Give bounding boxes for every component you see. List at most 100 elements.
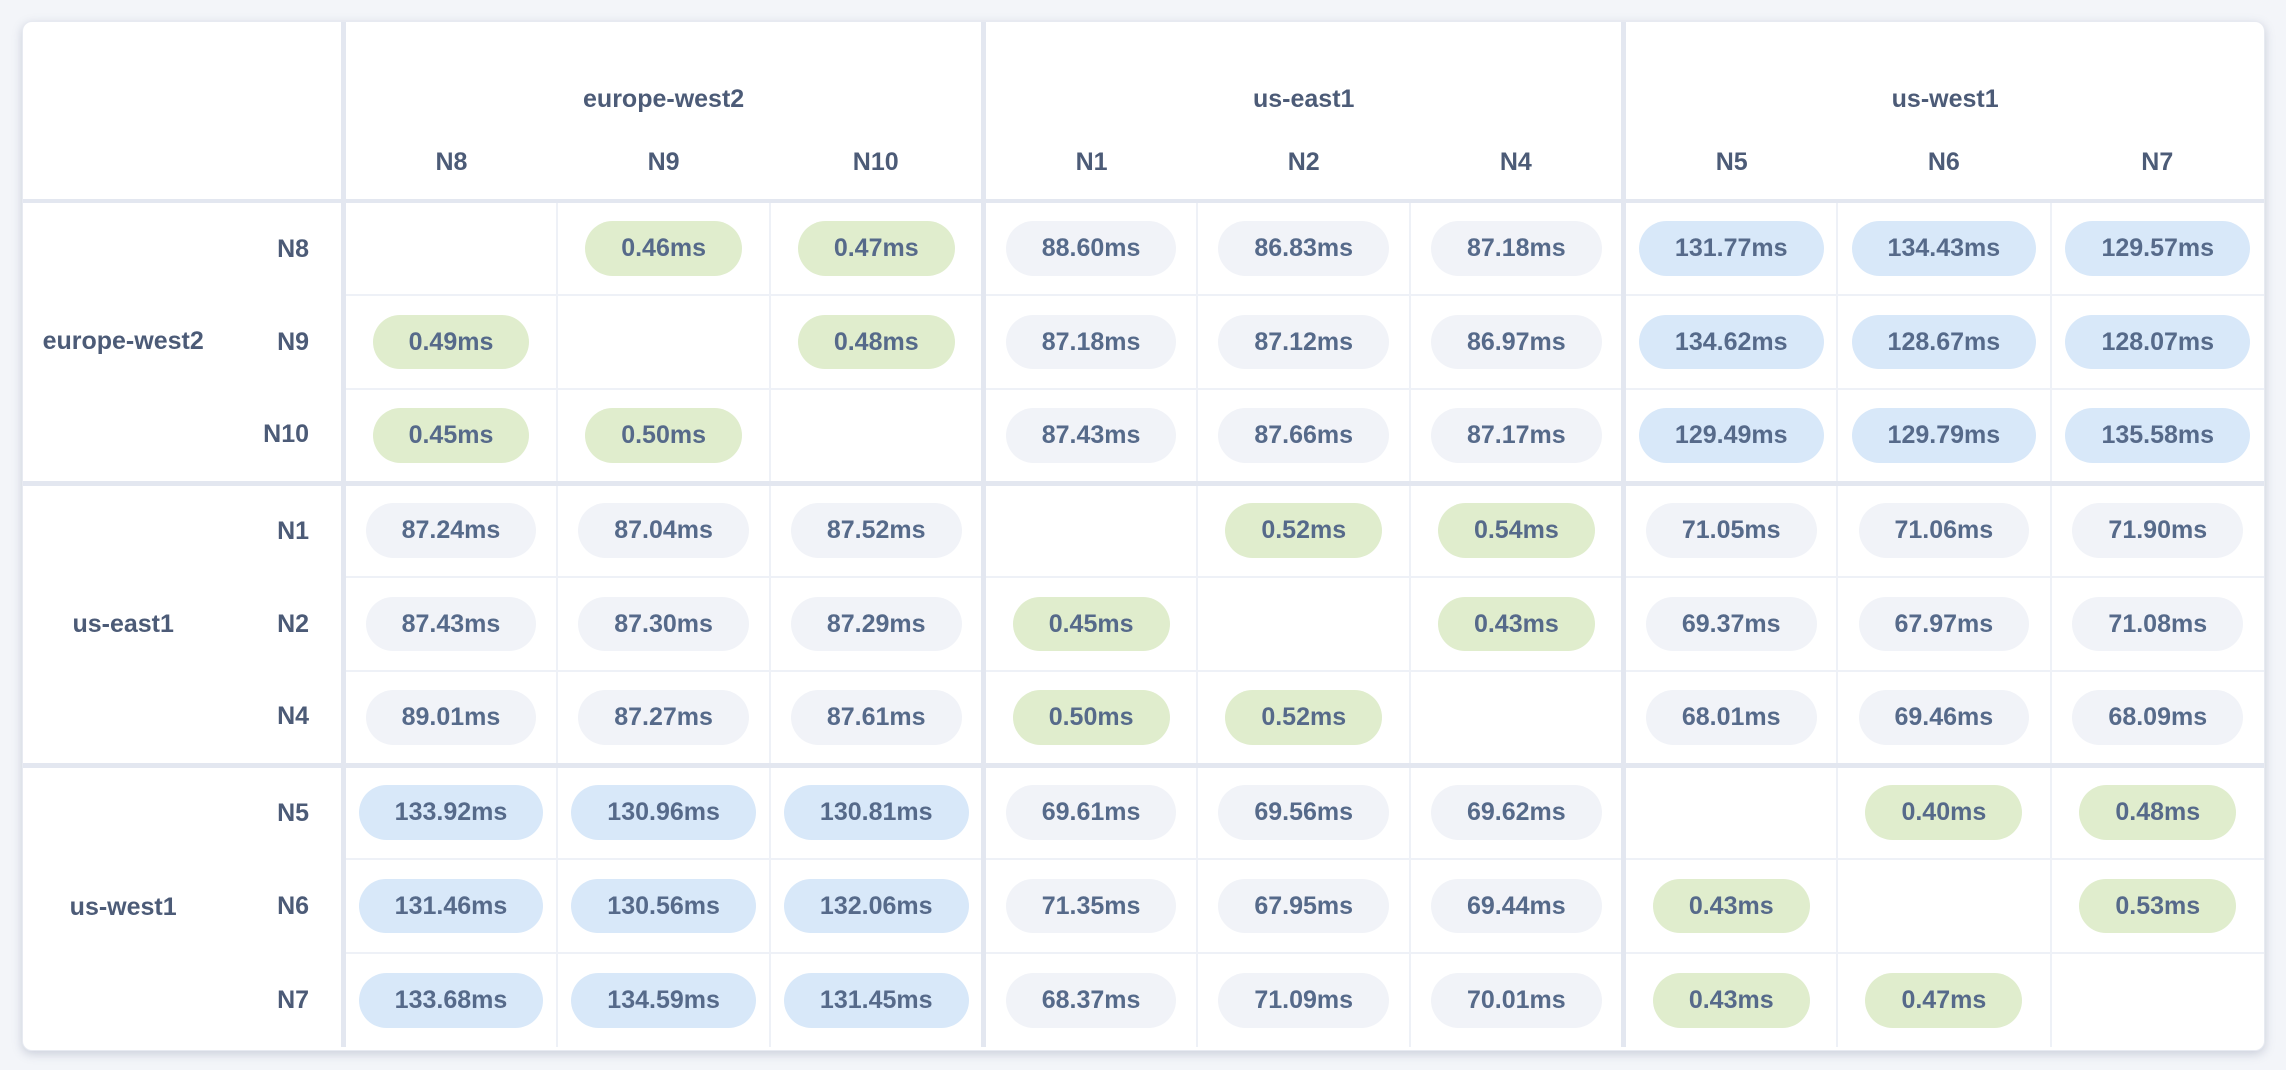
- latency-cell: 87.30ms: [555, 576, 772, 672]
- latency-pill: 71.05ms: [1645, 503, 1817, 559]
- latency-pill: 0.50ms: [1012, 689, 1170, 745]
- latency-cell: 0.52ms: [1196, 670, 1412, 766]
- latency-pill: 128.07ms: [2065, 314, 2251, 370]
- matrix-row: N10 0.45ms 0.50ms 87.43ms 87.66ms 87.17m…: [23, 388, 2264, 484]
- col-group-header: us-east1: [981, 22, 1624, 126]
- latency-pill: 0.45ms: [372, 407, 530, 463]
- latency-cell: 69.56ms: [1196, 762, 1412, 860]
- latency-pill: 135.58ms: [2065, 407, 2251, 463]
- latency-cell: 69.61ms: [981, 762, 1199, 860]
- latency-cell: 87.18ms: [1409, 200, 1625, 296]
- latency-cell: 68.09ms: [2049, 670, 2264, 766]
- matrix-row: N2 87.43ms 87.30ms 87.29ms 0.45ms 0.43ms…: [23, 576, 2264, 672]
- latency-cell: 132.06ms: [769, 858, 985, 954]
- latency-pill: 87.17ms: [1431, 407, 1602, 463]
- header-region-row: europe-west2 us-east1 us-west1: [23, 22, 2264, 203]
- latency-cell: 87.18ms: [981, 294, 1199, 390]
- node-row-label: N9: [277, 327, 310, 356]
- latency-pill: 0.50ms: [585, 407, 742, 463]
- latency-pill: 68.09ms: [2072, 689, 2244, 745]
- latency-cell: 0.47ms: [769, 200, 985, 296]
- latency-pill: 68.01ms: [1645, 689, 1817, 745]
- latency-pill: 71.90ms: [2072, 503, 2244, 559]
- latency-pill: 0.48ms: [2079, 785, 2237, 841]
- node-row-label: N10: [263, 420, 310, 449]
- latency-pill: 134.43ms: [1851, 221, 2037, 276]
- latency-cell: 71.06ms: [1836, 480, 2052, 578]
- matrix-row: N7 133.68ms 134.59ms 131.45ms 68.37ms 71…: [23, 952, 2264, 1047]
- latency-cell: 0.48ms: [769, 294, 985, 390]
- node-column-header: N8: [341, 126, 557, 203]
- latency-pill: 71.08ms: [2072, 596, 2244, 652]
- latency-pill: 131.77ms: [1638, 221, 1824, 276]
- latency-cell: 0.45ms: [341, 388, 558, 484]
- latency-pill: 67.97ms: [1858, 596, 2030, 652]
- node-row-label: N1: [223, 480, 344, 577]
- latency-pill: 129.79ms: [1851, 407, 2037, 463]
- latency-pill: 71.09ms: [1218, 973, 1390, 1028]
- latency-cell: 0.47ms: [1836, 952, 2052, 1047]
- empty-diagonal-cell: [981, 480, 1199, 578]
- latency-pill: 0.47ms: [1865, 973, 2023, 1028]
- col-group-header: us-west1: [1621, 22, 2264, 126]
- corner-cell: [23, 22, 344, 203]
- node-row-label: N5: [223, 762, 344, 859]
- latency-pill: 134.59ms: [571, 973, 756, 1028]
- header-node-row: N8 N9 N10 N1 N2 N4 N5 N6 N7: [23, 126, 2264, 203]
- latency-cell: 130.56ms: [555, 858, 772, 954]
- node-row-label: N8: [277, 234, 310, 263]
- latency-pill: 89.01ms: [365, 689, 537, 745]
- latency-pill: 69.44ms: [1431, 878, 1602, 934]
- latency-cell: 86.97ms: [1409, 294, 1625, 390]
- latency-cell: 0.45ms: [981, 576, 1199, 672]
- latency-pill: 0.45ms: [1012, 596, 1170, 652]
- latency-pill: 87.30ms: [578, 596, 749, 652]
- latency-pill: 69.37ms: [1645, 596, 1817, 652]
- latency-pill: 133.92ms: [358, 785, 544, 841]
- latency-cell: 68.01ms: [1621, 670, 1839, 766]
- latency-cell: 87.12ms: [1196, 294, 1412, 390]
- latency-pill: 0.48ms: [797, 314, 955, 370]
- latency-cell: 71.09ms: [1196, 952, 1412, 1047]
- matrix-row: europe-west2 N8 0.46ms 0.47ms 88.60ms 86…: [23, 200, 2264, 355]
- matrix-row: N6 131.46ms 130.56ms 132.06ms 71.35ms 67…: [23, 858, 2264, 954]
- latency-pill: 69.61ms: [1005, 785, 1177, 841]
- latency-cell: 67.97ms: [1836, 576, 2052, 672]
- latency-pill: 71.06ms: [1858, 503, 2030, 559]
- latency-pill: 0.54ms: [1437, 503, 1595, 559]
- latency-pill: 70.01ms: [1431, 973, 1602, 1028]
- latency-cell: 89.01ms: [341, 670, 558, 766]
- latency-cell: 129.57ms: [2049, 200, 2264, 296]
- latency-pill: 71.35ms: [1005, 878, 1177, 934]
- latency-cell: 130.96ms: [555, 762, 772, 860]
- empty-diagonal-cell: [1836, 858, 2052, 954]
- node-row-label: N6: [277, 891, 310, 920]
- latency-cell: 87.66ms: [1196, 388, 1412, 484]
- latency-cell: 0.49ms: [341, 294, 558, 390]
- node-row-label: N2: [277, 609, 310, 638]
- matrix-row: us-east1 N1 87.24ms 87.04ms 87.52ms 0.52…: [23, 480, 2264, 765]
- node-column-header: N10: [770, 126, 984, 203]
- latency-cell: 0.50ms: [981, 670, 1199, 766]
- latency-pill: 131.46ms: [358, 878, 544, 934]
- latency-pill: 0.52ms: [1225, 689, 1383, 745]
- latency-pill: 87.04ms: [578, 503, 749, 559]
- latency-cell: 0.43ms: [1621, 858, 1839, 954]
- latency-pill: 87.18ms: [1005, 314, 1177, 370]
- latency-cell: 69.46ms: [1836, 670, 2052, 766]
- latency-cell: 70.01ms: [1409, 952, 1625, 1047]
- empty-diagonal-cell: [555, 294, 772, 390]
- node-column-header: N5: [1621, 126, 1838, 203]
- latency-pill: 131.45ms: [783, 973, 969, 1028]
- node-column-header: N9: [556, 126, 771, 203]
- latency-cell: 0.53ms: [2049, 858, 2264, 954]
- latency-pill: 87.29ms: [790, 596, 962, 652]
- latency-cell: 87.52ms: [769, 480, 985, 578]
- latency-pill: 0.43ms: [1652, 878, 1810, 934]
- latency-cell: 0.40ms: [1836, 762, 2052, 860]
- latency-cell: 67.95ms: [1196, 858, 1412, 954]
- latency-pill: 87.18ms: [1431, 221, 1602, 276]
- matrix-row: us-west1 N5 133.92ms 130.96ms 130.81ms 6…: [23, 762, 2264, 1047]
- latency-cell: 0.50ms: [555, 388, 772, 484]
- latency-pill: 129.49ms: [1638, 407, 1824, 463]
